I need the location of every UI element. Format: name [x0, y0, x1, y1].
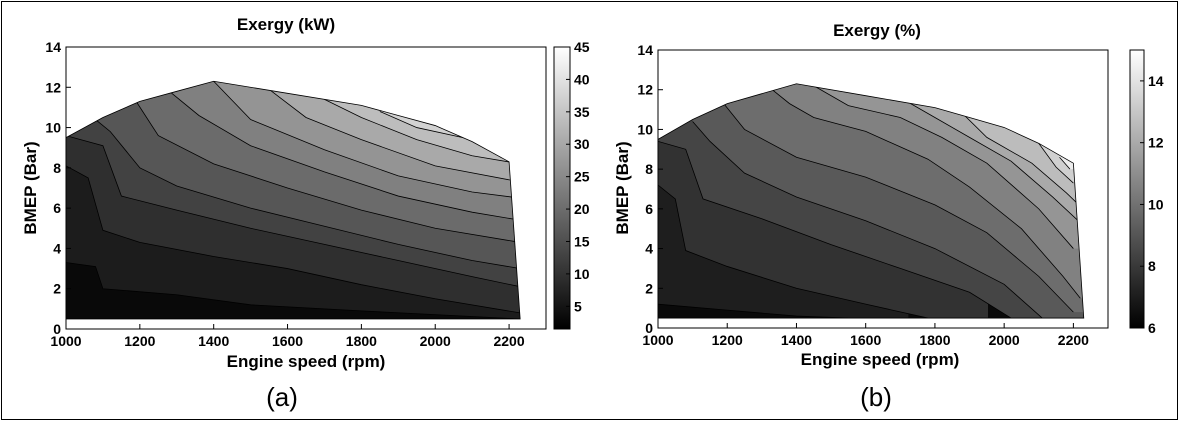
y-tick-label: 2: [645, 280, 653, 296]
colorbar-tick-label: 45: [574, 39, 590, 55]
y-tick-label: 6: [53, 200, 61, 216]
contour-line: [658, 140, 1012, 319]
data-region-outline-b: [657, 83, 1085, 319]
contour-line: [1038, 143, 1074, 184]
contour-line: [962, 113, 1078, 204]
contour-line: [213, 81, 521, 199]
y-tick-label: 0: [53, 321, 61, 337]
contour-lines-a: [66, 81, 521, 319]
contour-line: [66, 165, 521, 314]
y-tick-label: 14: [637, 42, 653, 58]
panel-label-a: (a): [266, 382, 298, 412]
y-ticks-b: 0 2 4 6 8 10 12 14: [637, 42, 663, 336]
contour-line: [66, 262, 521, 319]
y-tick-label: 12: [637, 82, 653, 98]
contour-line: [1059, 156, 1071, 170]
y-tick-label: 14: [45, 39, 61, 55]
colorbar-tick-label: 5: [574, 298, 582, 314]
x-tick-label: 1000: [50, 333, 81, 349]
contour-line: [910, 103, 1081, 224]
contour-line: [135, 101, 521, 243]
contour-lines-b: [658, 85, 1081, 319]
colorbar-tick-label: 25: [574, 169, 590, 185]
colorbar-a: 5 10 15 20 25 30 35 40 45: [553, 39, 590, 330]
chart-title-a: Exergy (kW): [237, 15, 335, 34]
contour-line: [169, 91, 521, 221]
panel-label-b: (b): [860, 382, 892, 412]
y-tick-label: 4: [645, 241, 653, 257]
colorbar-tick-label: 15: [574, 233, 590, 249]
x-tick-label: 1200: [712, 332, 743, 348]
x-ticks-b: 1000 1200 1400 1600 1800 2000 2200: [642, 323, 1089, 348]
colorbar-tick-label: 35: [574, 104, 590, 120]
contour-line: [95, 119, 521, 269]
colorbar-tick-label: 10: [574, 266, 590, 282]
x-tick-label: 2200: [1058, 332, 1089, 348]
colorbar-tick-label: 6: [1148, 320, 1156, 336]
x-tick-label: 1600: [272, 333, 303, 349]
x-tick-label: 1800: [346, 333, 377, 349]
colorbar-gradient: [1129, 49, 1145, 329]
colorbar-tick-label: 30: [574, 136, 590, 152]
y-ticks-a: 0 2 4 6 8 10 12 14: [45, 39, 71, 337]
colorbar-tick-label: 12: [1148, 135, 1164, 151]
x-axis-label-b: Engine speed (rpm): [801, 350, 960, 369]
y-tick-label: 10: [637, 121, 653, 137]
panel-a: Exergy (kW) 1000 1200 1400 1600 1800 2000 2200…: [21, 15, 590, 412]
x-tick-label: 2000: [420, 333, 451, 349]
colorbar-tick-label: 10: [1148, 196, 1164, 212]
colorbar-tick-label: 8: [1148, 258, 1156, 274]
x-tick-label: 1400: [781, 332, 812, 348]
panel-b: Exergy (%) 1000 1200 1400 1600 1800 2000 2200 …: [613, 21, 1164, 412]
contour-line: [771, 89, 1081, 299]
colorbar-tick-label: 14: [1148, 73, 1164, 89]
colorbar-gradient: [553, 46, 571, 330]
y-tick-label: 8: [53, 160, 61, 176]
y-tick-label: 0: [645, 320, 653, 336]
x-tick-label: 1800: [919, 332, 950, 348]
y-tick-label: 8: [645, 161, 653, 177]
y-tick-label: 12: [45, 79, 61, 95]
x-ticks-a: 1000 1200 1400 1600 1800 2000 2200: [50, 324, 525, 349]
colorbar-tick-label: 40: [574, 71, 590, 87]
chart-title-b: Exergy (%): [833, 21, 921, 40]
y-axis-label-b: BMEP (Bar): [613, 141, 632, 234]
contour-line: [813, 85, 1074, 249]
colorbar-b: 6 8 10 12 14: [1129, 49, 1164, 336]
contour-line: [658, 184, 929, 319]
y-tick-label: 6: [645, 201, 653, 217]
contour-line: [658, 303, 849, 319]
x-tick-label: 2000: [989, 332, 1020, 348]
data-region-outline-a: [65, 80, 521, 320]
contour-line: [268, 88, 521, 183]
y-tick-label: 2: [53, 281, 61, 297]
contour-line: [324, 99, 521, 165]
colorbar-tick-label: 20: [574, 201, 590, 217]
x-tick-label: 2200: [493, 333, 524, 349]
x-tick-label: 1600: [850, 332, 881, 348]
y-tick-label: 4: [53, 240, 61, 256]
contour-line: [723, 103, 1074, 313]
y-axis-label-a: BMEP (Bar): [21, 141, 40, 234]
x-tick-label: 1000: [642, 332, 673, 348]
x-tick-label: 1200: [124, 333, 155, 349]
x-axis-label-a: Engine speed (rpm): [227, 352, 386, 371]
contour-line: [692, 121, 1043, 319]
y-tick-label: 10: [45, 120, 61, 136]
x-tick-label: 1400: [198, 333, 229, 349]
contour-line: [66, 135, 521, 288]
